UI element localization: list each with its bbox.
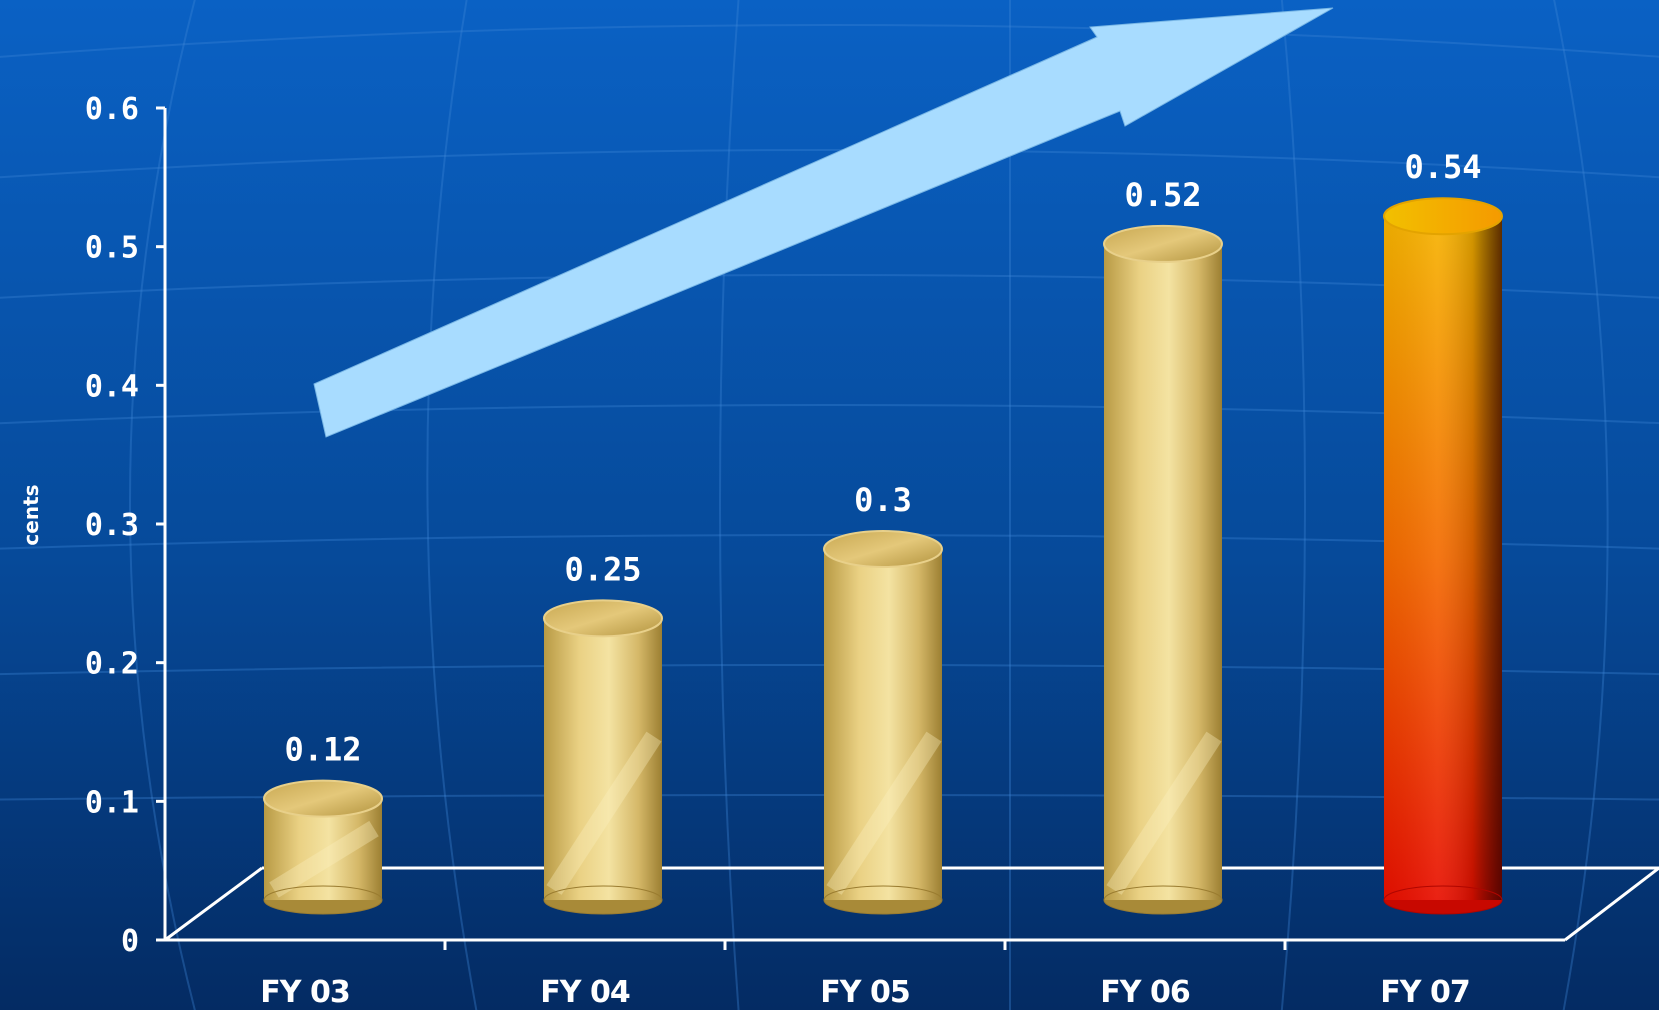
bar-sheen <box>826 731 942 895</box>
bar-fy-07 <box>1383 197 1503 915</box>
y-tick-label: 0.2 <box>85 647 139 682</box>
bar-sheen <box>546 731 662 895</box>
bar-top <box>543 599 663 638</box>
y-axis-ticks: 0 0.1 0.2 0.3 0.4 0.5 0.6 <box>85 92 165 959</box>
bar-base-rim <box>263 885 383 915</box>
x-tick-label: FY 05 <box>820 975 909 1010</box>
bar-shading <box>1384 216 1502 900</box>
bar-sheen <box>269 820 379 898</box>
bar-body <box>544 618 662 900</box>
bar-body <box>824 549 942 900</box>
y-tick-label: 0.5 <box>85 231 139 266</box>
data-label: 0.3 <box>854 481 912 519</box>
bar-top <box>263 779 383 818</box>
y-axis-label: cents <box>19 484 43 545</box>
data-label: 0.54 <box>1404 148 1481 186</box>
bar-base-rim <box>543 885 663 915</box>
x-tick-label: FY 07 <box>1380 975 1469 1010</box>
bar-base-rim <box>1103 885 1223 915</box>
bar-top <box>823 530 943 568</box>
data-label: 0.25 <box>564 550 641 588</box>
data-labels: 0.12 0.25 0.3 0.52 0.54 <box>284 148 1481 768</box>
bar-top <box>1103 224 1223 263</box>
y-tick-label: 0.3 <box>85 508 139 543</box>
floor-left-edge <box>164 866 263 942</box>
bar-sheen <box>1106 731 1222 895</box>
trend-up-arrow <box>313 7 1334 438</box>
floor-right-edge <box>1564 866 1659 942</box>
x-tick-label: FY 03 <box>260 975 349 1010</box>
bar-base-rim <box>1383 885 1503 915</box>
bar-top <box>1383 197 1503 236</box>
bars <box>263 197 1503 915</box>
bar-body <box>1104 243 1222 900</box>
data-label: 0.52 <box>1124 176 1201 214</box>
bar-fy-04 <box>543 599 663 915</box>
bar-base-rim <box>823 885 943 915</box>
bar-fy-06 <box>1103 224 1223 915</box>
bar-fy-03 <box>263 779 383 915</box>
y-tick-label: 0 <box>121 924 139 959</box>
y-tick-label: 0.1 <box>85 785 139 820</box>
y-tick-label: 0.6 <box>85 92 139 127</box>
data-label: 0.12 <box>284 731 361 769</box>
x-tick-label: FY 06 <box>1100 975 1190 1010</box>
bar-fy-05 <box>823 530 943 915</box>
y-tick-label: 0.4 <box>85 369 139 404</box>
x-tick-label: FY 04 <box>540 975 630 1010</box>
x-axis-ticks: FY 03 FY 04 FY 05 FY 06 FY 07 <box>260 940 1471 1010</box>
